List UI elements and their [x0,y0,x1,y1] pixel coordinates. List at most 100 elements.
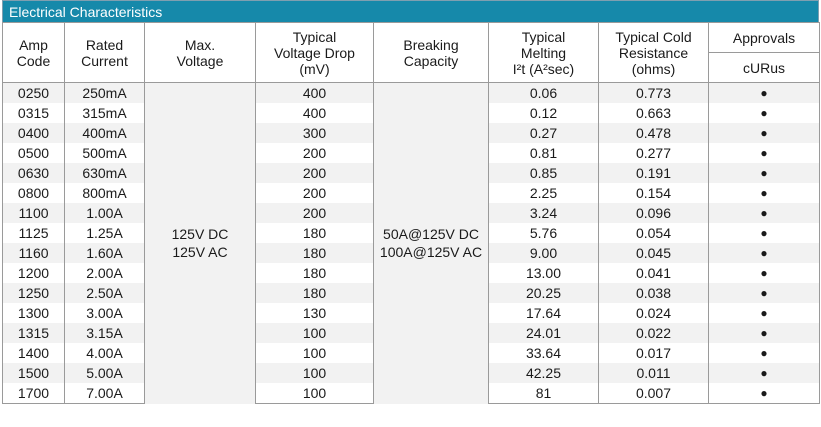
cold-resistance-cell: 0.017 [598,343,709,363]
amp-code-cell: 0630 [2,163,65,183]
voltage-drop-cell: 400 [255,103,374,123]
curus-approval-dot: ● [708,283,820,303]
table-row: 1315 3.15A 100 24.01 0.022 ● [2,323,820,343]
rated-current-cell: 1.25A [64,223,145,243]
rated-current-cell: 7.00A [64,383,145,404]
table-title: Electrical Characteristics [2,0,819,22]
amp-code-cell: 1300 [2,303,65,323]
voltage-drop-cell: 200 [255,163,374,183]
voltage-drop-cell: 400 [255,82,374,103]
melting-cell: 0.81 [488,143,599,163]
table-row: 1400 4.00A 100 33.64 0.017 ● [2,343,820,363]
cold-resistance-cell: 0.011 [598,363,709,383]
melting-cell: 9.00 [488,243,599,263]
header-melting: Typical Melting I²t (A²sec) [488,22,599,83]
cold-resistance-cell: 0.022 [598,323,709,343]
header-rated-current: Rated Current [64,22,145,83]
melting-cell: 17.64 [488,303,599,323]
voltage-drop-cell: 130 [255,303,374,323]
curus-approval-dot: ● [708,123,820,143]
cold-resistance-cell: 0.007 [598,383,709,404]
voltage-drop-cell: 180 [255,263,374,283]
curus-approval-dot: ● [708,243,820,263]
curus-approval-dot: ● [708,203,820,223]
voltage-drop-cell: 180 [255,283,374,303]
curus-approval-dot: ● [708,183,820,203]
cold-resistance-cell: 0.045 [598,243,709,263]
curus-approval-dot: ● [708,363,820,383]
rated-current-cell: 2.50A [64,283,145,303]
melting-cell: 3.24 [488,203,599,223]
characteristics-table: Amp Code Rated Current Max. Voltage Typical… [2,22,820,404]
curus-approval-dot: ● [708,163,820,183]
melting-cell: 5.76 [488,223,599,243]
rated-current-cell: 400mA [64,123,145,143]
cold-resistance-cell: 0.054 [598,223,709,243]
rated-current-cell: 1.00A [64,203,145,223]
voltage-drop-cell: 200 [255,203,374,223]
cold-resistance-cell: 0.041 [598,263,709,283]
cold-resistance-cell: 0.191 [598,163,709,183]
melting-cell: 42.25 [488,363,599,383]
cold-resistance-cell: 0.154 [598,183,709,203]
rated-current-cell: 4.00A [64,343,145,363]
amp-code-cell: 1160 [2,243,65,263]
table-row: 0800 800mA 200 2.25 0.154 ● [2,183,820,203]
rated-current-cell: 630mA [64,163,145,183]
table-row: 0315 315mA 400 0.12 0.663 ● [2,103,820,123]
cold-resistance-cell: 0.773 [598,82,709,103]
curus-approval-dot: ● [708,323,820,343]
breaking-capacity-dc: 50A@125V DC [383,226,479,243]
voltage-drop-cell: 100 [255,383,374,404]
amp-code-cell: 1700 [2,383,65,404]
table-row: 0250 250mA 125V DC 125V AC 400 50A@125V DC 100… [2,82,820,404]
table-row: 1160 1.60A 180 9.00 0.045 ● [2,243,820,263]
amp-code-cell: 0800 [2,183,65,203]
table-row: 1250 2.50A 180 20.25 0.038 ● [2,283,820,303]
cold-resistance-cell: 0.096 [598,203,709,223]
curus-approval-dot: ● [708,223,820,243]
table-row: 0500 500mA 200 0.81 0.277 ● [2,143,820,163]
table-row: 0400 400mA 300 0.27 0.478 ● [2,123,820,143]
rated-current-cell: 800mA [64,183,145,203]
rated-current-cell: 5.00A [64,363,145,383]
curus-approval-dot: ● [708,82,820,103]
melting-cell: 81 [488,383,599,404]
cold-resistance-cell: 0.277 [598,143,709,163]
cold-resistance-cell: 0.038 [598,283,709,303]
breaking-capacity-cell: 50A@125V DC 100A@125V AC [373,82,489,404]
voltage-drop-cell: 100 [255,343,374,363]
table-row: 1700 7.00A 100 81 0.007 ● [2,383,820,404]
table-body: 0250 250mA 125V DC 125V AC 400 50A@125V DC 100… [2,82,820,404]
voltage-drop-cell: 180 [255,243,374,263]
rated-current-cell: 3.00A [64,303,145,323]
cold-resistance-cell: 0.024 [598,303,709,323]
table-row: 0630 630mA 200 0.85 0.191 ● [2,163,820,183]
amp-code-cell: 1200 [2,263,65,283]
amp-code-cell: 1125 [2,223,65,243]
voltage-drop-cell: 180 [255,223,374,243]
curus-approval-dot: ● [708,303,820,323]
amp-code-cell: 0315 [2,103,65,123]
table-row: 1200 2.00A 180 13.00 0.041 ● [2,263,820,283]
header-amp-code: Amp Code [2,22,65,83]
melting-cell: 0.27 [488,123,599,143]
curus-approval-dot: ● [708,343,820,363]
amp-code-cell: 0250 [2,82,65,103]
header-breaking-capacity: Breaking Capacity [373,22,489,83]
voltage-drop-cell: 200 [255,183,374,203]
table-row: 1300 3.00A 130 17.64 0.024 ● [2,303,820,323]
amp-code-cell: 0500 [2,143,65,163]
melting-cell: 2.25 [488,183,599,203]
header-curus: cURus [708,52,820,83]
header-voltage-drop: Typical Voltage Drop (mV) [255,22,374,83]
melting-cell: 24.01 [488,323,599,343]
voltage-drop-cell: 100 [255,363,374,383]
amp-code-cell: 1250 [2,283,65,303]
melting-cell: 0.06 [488,82,599,103]
rated-current-cell: 2.00A [64,263,145,283]
rated-current-cell: 1.60A [64,243,145,263]
amp-code-cell: 1400 [2,343,65,363]
table-row: 1125 1.25A 180 5.76 0.054 ● [2,223,820,243]
